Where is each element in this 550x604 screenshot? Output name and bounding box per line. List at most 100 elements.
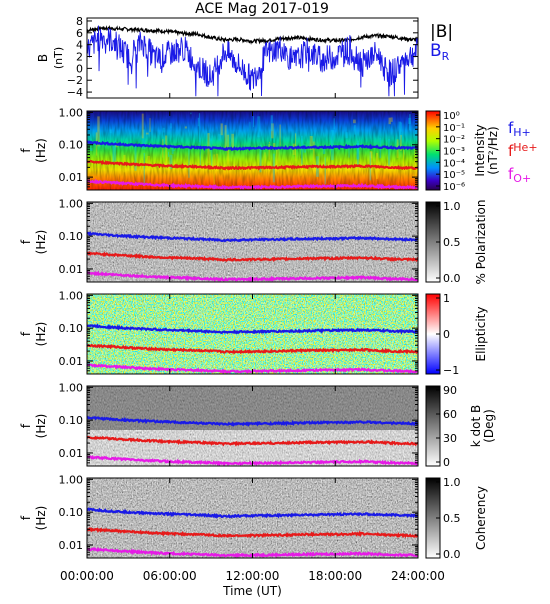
- spectrogram-streak: [163, 128, 165, 133]
- y-tick-label: 0.01: [59, 171, 84, 184]
- y-axis-unit: (nT): [52, 47, 65, 69]
- colorbar-tick-label: 60: [443, 408, 457, 421]
- colorbar-label: k dot B(Deg): [469, 405, 496, 447]
- spectrogram-streak: [168, 152, 169, 157]
- colorbar-tick-label: 0.0: [443, 272, 461, 285]
- spectrogram-streak: [353, 120, 356, 124]
- spectrogram-streak: [278, 149, 279, 166]
- spectrogram-streak: [408, 118, 411, 124]
- colorbar-tick-label: 30: [443, 432, 457, 445]
- spectrogram-streak: [185, 126, 187, 128]
- spectrogram-streak: [213, 154, 215, 184]
- y-axis-label-f: f(Hz): [19, 506, 48, 531]
- colorbar-tick-label: 10⁻⁶: [443, 182, 465, 193]
- y-tick-label: 0.01: [59, 539, 84, 552]
- y-tick-label: 0.10: [59, 230, 84, 243]
- spectrogram-texture: [87, 202, 418, 282]
- spectrogram-texture: [87, 294, 418, 374]
- colorbar-tick-label: 10⁻³: [443, 147, 465, 158]
- y-tick-label: 1.00: [59, 381, 84, 394]
- y-axis-label: B: [36, 54, 50, 62]
- spectrogram-streak: [170, 123, 172, 128]
- y-tick-label: 1.00: [59, 106, 84, 119]
- y-axis-label-b: B(nT): [36, 47, 65, 69]
- colorbar-tick-label: 10⁻²: [443, 135, 465, 146]
- colorbar-tick-label: 1: [443, 292, 450, 305]
- y-axis-label: f: [19, 331, 33, 336]
- x-tick-label: 18:00:00: [308, 569, 362, 583]
- spectrogram-streak: [414, 148, 416, 178]
- y-axis-label: f: [19, 515, 33, 520]
- y-axis-unit: (Hz): [34, 506, 48, 531]
- y-axis-label-f: f(Hz): [19, 138, 48, 163]
- colorbar-label: Ellipticity: [474, 307, 488, 362]
- x-tick-label: 12:00:00: [226, 569, 280, 583]
- colorbar-tick-label: 0.0: [443, 548, 461, 561]
- x-tick-label: 06:00:00: [143, 569, 197, 583]
- spectrogram-streak: [231, 134, 234, 149]
- colorbar-tick-label: 10⁻¹: [443, 123, 465, 134]
- legend-b-radial: BR: [430, 41, 450, 63]
- spectrogram-streak: [253, 116, 254, 127]
- spectrogram-streak: [388, 139, 390, 165]
- y-axis-label-f: f(Hz): [19, 414, 48, 439]
- spectrogram-streak: [188, 149, 189, 178]
- spectrogram-streak: [257, 116, 260, 137]
- spectrogram-streak: [110, 129, 112, 133]
- colorbar-tick-label: 10⁰: [443, 111, 460, 122]
- spectrogram-streak: [146, 133, 148, 135]
- colorbar-tick-label: 1.0: [443, 476, 461, 489]
- y-tick-label: 1.00: [59, 473, 84, 486]
- spectrogram-streak: [399, 122, 402, 140]
- x-tick-label: 00:00:00: [60, 569, 114, 583]
- y-axis-label-f: f(Hz): [19, 230, 48, 255]
- spectrogram-streak: [334, 118, 335, 129]
- spectrogram-image-1: [87, 111, 418, 190]
- y-axis-label-f: f(Hz): [19, 322, 48, 347]
- colorbar-label-text: Coherency: [474, 486, 488, 550]
- y-tick-label: 1.00: [59, 289, 84, 302]
- x-tick-label: 24:00:00: [391, 569, 445, 583]
- spectrogram-streak: [112, 146, 114, 164]
- spectrogram-texture: [87, 111, 418, 190]
- chart-title: ACE Mag 2017-019: [195, 1, 329, 17]
- spectrogram-panel-2: 1.000.100.01f(Hz)1.00.50.0% Polarization: [19, 197, 488, 285]
- colorbar-label: % Polarization: [474, 200, 488, 285]
- spectrogram-streak: [389, 118, 391, 124]
- colorbar-tick-label: 10⁻⁵: [443, 170, 465, 181]
- spectrogram-streak: [313, 142, 315, 163]
- colorbar-tick-label: 0: [443, 456, 450, 469]
- colorbar-tick-label: −1: [443, 364, 459, 377]
- spectrogram-image-3: [87, 294, 418, 374]
- colorbar-tick-label: 1.0: [443, 200, 461, 213]
- y-tick-label: 0.10: [59, 139, 84, 152]
- colorbar-unit-text: (Deg): [482, 409, 496, 443]
- y-tick-label: −4: [67, 86, 83, 99]
- spectrogram-streak: [269, 142, 270, 143]
- legend-gyrofrequency-0: fH+: [508, 119, 531, 139]
- y-axis-label: f: [19, 239, 33, 244]
- spectrogram-streak: [142, 114, 144, 139]
- y-tick-label: 0.01: [59, 355, 84, 368]
- spectrogram-streak: [249, 122, 250, 136]
- colorbar-label-text: Ellipticity: [474, 307, 488, 362]
- spectrogram-image-4: [87, 386, 418, 466]
- spectrogram-streak: [198, 118, 199, 126]
- colorbar-tick-label: 10⁻⁴: [443, 158, 465, 169]
- colorbar-unit-text: (nT²/Hz): [486, 126, 500, 174]
- x-axis-label: Time (UT): [222, 584, 282, 598]
- spectrogram-streak: [301, 136, 303, 165]
- spectrogram-streak: [162, 139, 163, 157]
- spectrogram-streak: [268, 144, 270, 160]
- spectrogram-streak: [357, 141, 359, 168]
- spectrogram-image-2: [87, 202, 418, 282]
- spectrogram-streak: [144, 153, 145, 184]
- legend-b-magnitude: |B|: [430, 22, 453, 42]
- spectrogram-streak: [165, 135, 167, 165]
- spectrogram-image-5: [87, 478, 418, 558]
- spectrogram-panel-1: 1.00 0.10 0.01 f(Hz) 10⁰10⁻¹10⁻²10⁻³10⁻⁴10⁻⁵…: [19, 106, 538, 193]
- spectrogram-streak: [230, 142, 231, 148]
- spectrogram-streak: [346, 132, 348, 138]
